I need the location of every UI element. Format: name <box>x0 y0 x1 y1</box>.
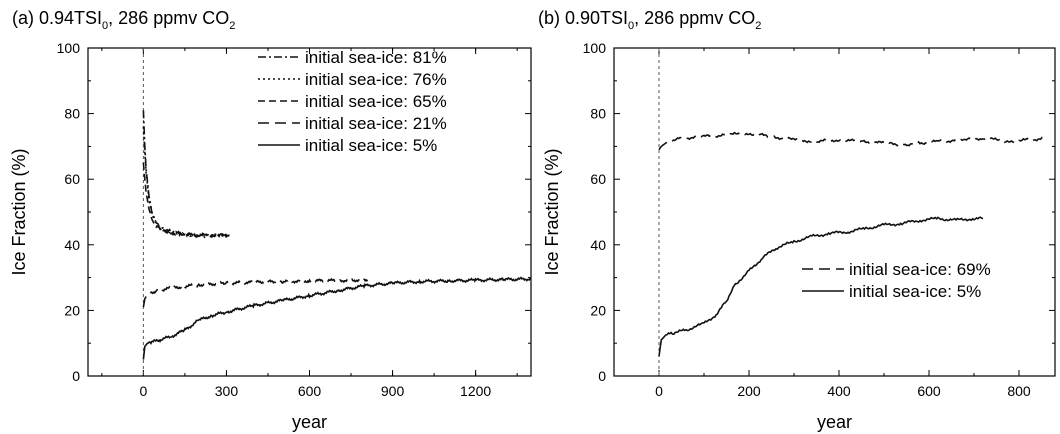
legend-label: initial sea-ice: 5% <box>305 136 437 155</box>
plot-frame <box>613 47 1056 377</box>
y-tick-label: 40 <box>590 237 606 253</box>
legend-label: initial sea-ice: 69% <box>849 260 991 279</box>
x-tick-label: 900 <box>381 383 405 399</box>
y-axis-label: Ice Fraction (%) <box>542 148 562 275</box>
y-tick-label: 60 <box>590 171 606 187</box>
chart-title: (b) 0.90TSI0, 286 ppmv CO2 <box>538 8 761 32</box>
chart-panel-b: (b) 0.90TSI0, 286 ppmv CO2 0 20 40 60 80 100 0 2… <box>538 8 1056 432</box>
x-tick-label: 600 <box>917 383 941 399</box>
x-axis-label: year <box>817 412 852 432</box>
legend-label: initial sea-ice: 76% <box>305 70 447 89</box>
y-axis-label: Ice Fraction (%) <box>9 148 29 275</box>
y-tick-label: 80 <box>64 106 80 122</box>
y-tick-label: 40 <box>64 237 80 253</box>
legend-label: initial sea-ice: 21% <box>305 114 447 133</box>
y-tick-label: 20 <box>590 302 606 318</box>
series-line-0 <box>658 131 1047 151</box>
y-tick-label: 80 <box>590 106 606 122</box>
x-tick-label: 300 <box>215 383 239 399</box>
series-line-2 <box>142 162 230 239</box>
y-tick-label: 60 <box>64 171 80 187</box>
x-tick-label: 1200 <box>460 383 491 399</box>
series-line-1 <box>142 126 230 239</box>
y-tick-label: 100 <box>583 40 607 56</box>
y-tick-label: 100 <box>57 40 81 56</box>
series-line-0 <box>142 110 230 238</box>
x-tick-label: 800 <box>1007 383 1031 399</box>
series-line-3 <box>142 277 369 308</box>
legend-label: initial sea-ice: 81% <box>305 48 447 67</box>
legend-label: initial sea-ice: 5% <box>849 282 981 301</box>
series-line-1 <box>658 216 984 357</box>
x-tick-label: 600 <box>298 383 322 399</box>
y-tick-label: 0 <box>72 368 80 384</box>
chart-panel-a: (a) 0.94TSI0, 286 ppmv CO2 0 20 40 60 80 100 0 3… <box>9 8 532 432</box>
x-tick-label: 0 <box>655 383 663 399</box>
chart-title: (a) 0.94TSI0, 286 ppmv CO2 <box>12 8 235 32</box>
legend-label: initial sea-ice: 65% <box>305 92 447 111</box>
y-tick-label: 20 <box>64 302 80 318</box>
y-tick-label: 0 <box>598 368 606 384</box>
x-tick-label: 400 <box>827 383 851 399</box>
series-line-4 <box>142 276 532 360</box>
x-axis-label: year <box>292 412 327 432</box>
x-tick-label: 0 <box>139 383 147 399</box>
x-tick-label: 200 <box>737 383 761 399</box>
